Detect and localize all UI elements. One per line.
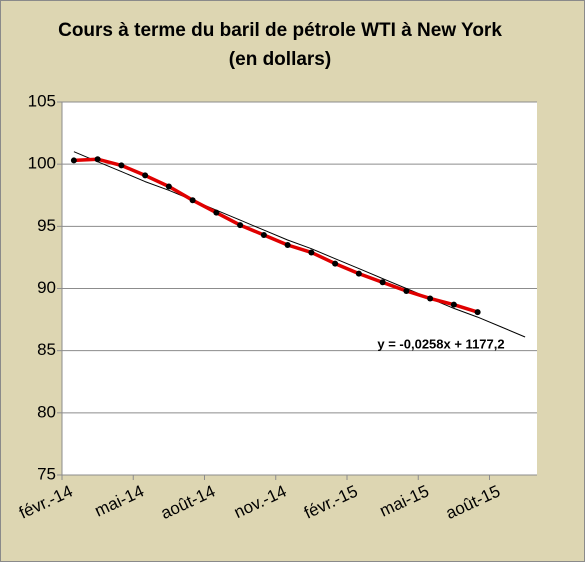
data-point <box>260 232 267 239</box>
trend-line <box>73 151 526 338</box>
data-point <box>332 260 339 267</box>
data-point <box>142 172 149 179</box>
y-tick-label: 105 <box>28 91 56 110</box>
data-point <box>403 287 410 294</box>
data-point <box>237 222 244 229</box>
data-point <box>189 197 196 204</box>
y-tick-label: 75 <box>37 464 56 483</box>
chart-subtitle: (en dollars) <box>229 49 331 70</box>
data-point <box>94 156 101 163</box>
data-point <box>450 301 457 308</box>
data-point <box>118 162 125 169</box>
data-point <box>379 279 386 286</box>
data-point <box>427 295 434 302</box>
y-tick-label: 100 <box>28 154 56 173</box>
y-tick-label: 95 <box>37 216 56 235</box>
data-point <box>308 249 315 256</box>
data-point <box>474 309 481 316</box>
data-point <box>70 157 77 164</box>
y-tick-label: 85 <box>37 340 56 359</box>
chart-title: Cours à terme du baril de pétrole WTI à … <box>58 20 502 41</box>
data-line <box>73 157 479 314</box>
data-point <box>213 209 220 216</box>
trendline-equation: y = -0,0258x + 1177,2 <box>377 336 504 351</box>
y-tick-label: 90 <box>37 278 56 297</box>
y-tick-label: 80 <box>37 402 56 421</box>
data-point <box>355 270 362 277</box>
data-point <box>284 241 291 248</box>
data-point <box>165 183 172 190</box>
